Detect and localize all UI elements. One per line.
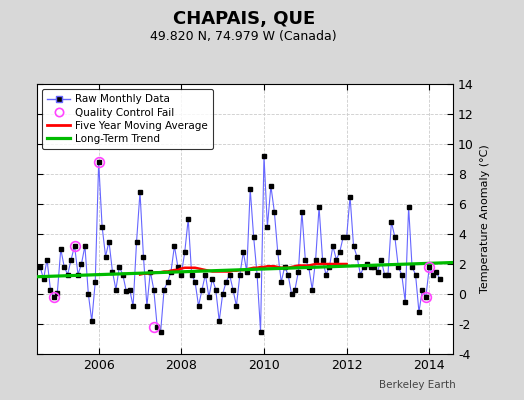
- Text: 49.820 N, 74.979 W (Canada): 49.820 N, 74.979 W (Canada): [150, 30, 337, 43]
- Text: Berkeley Earth: Berkeley Earth: [379, 380, 456, 390]
- Text: CHAPAIS, QUE: CHAPAIS, QUE: [172, 10, 315, 28]
- Legend: Raw Monthly Data, Quality Control Fail, Five Year Moving Average, Long-Term Tren: Raw Monthly Data, Quality Control Fail, …: [42, 89, 213, 149]
- Y-axis label: Temperature Anomaly (°C): Temperature Anomaly (°C): [479, 145, 489, 293]
